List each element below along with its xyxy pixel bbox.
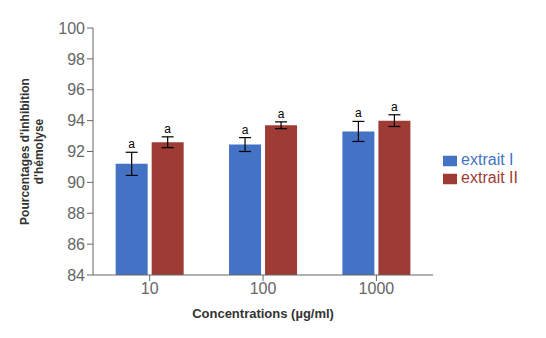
svg-text:96: 96 xyxy=(67,81,85,98)
svg-text:100: 100 xyxy=(250,280,277,297)
svg-text:88: 88 xyxy=(67,205,85,222)
svg-text:100: 100 xyxy=(58,20,85,37)
svg-text:a: a xyxy=(391,100,398,114)
svg-text:a: a xyxy=(355,106,362,120)
svg-text:94: 94 xyxy=(67,112,85,129)
svg-text:a: a xyxy=(128,137,135,151)
html-text:extrait I: extrait I xyxy=(461,151,514,168)
svg-text:1000: 1000 xyxy=(359,280,395,297)
svg-text:10: 10 xyxy=(141,280,159,297)
svg-text:84: 84 xyxy=(67,267,85,284)
svg-text:86: 86 xyxy=(67,236,85,253)
svg-text:90: 90 xyxy=(67,174,85,191)
svg-text:98: 98 xyxy=(67,51,85,68)
svg-text:a: a xyxy=(278,107,285,121)
svg-text:Concentrations (µg/ml): Concentrations (µg/ml) xyxy=(192,306,334,321)
svg-text:a: a xyxy=(164,122,171,136)
svg-text:Pourcentages d'inhibitiond'hém: Pourcentages d'inhibitiond'hémolyse xyxy=(18,78,46,225)
svg-text:92: 92 xyxy=(67,143,85,160)
svg-text:a: a xyxy=(242,123,249,137)
html-text:extrait II: extrait II xyxy=(461,169,518,186)
